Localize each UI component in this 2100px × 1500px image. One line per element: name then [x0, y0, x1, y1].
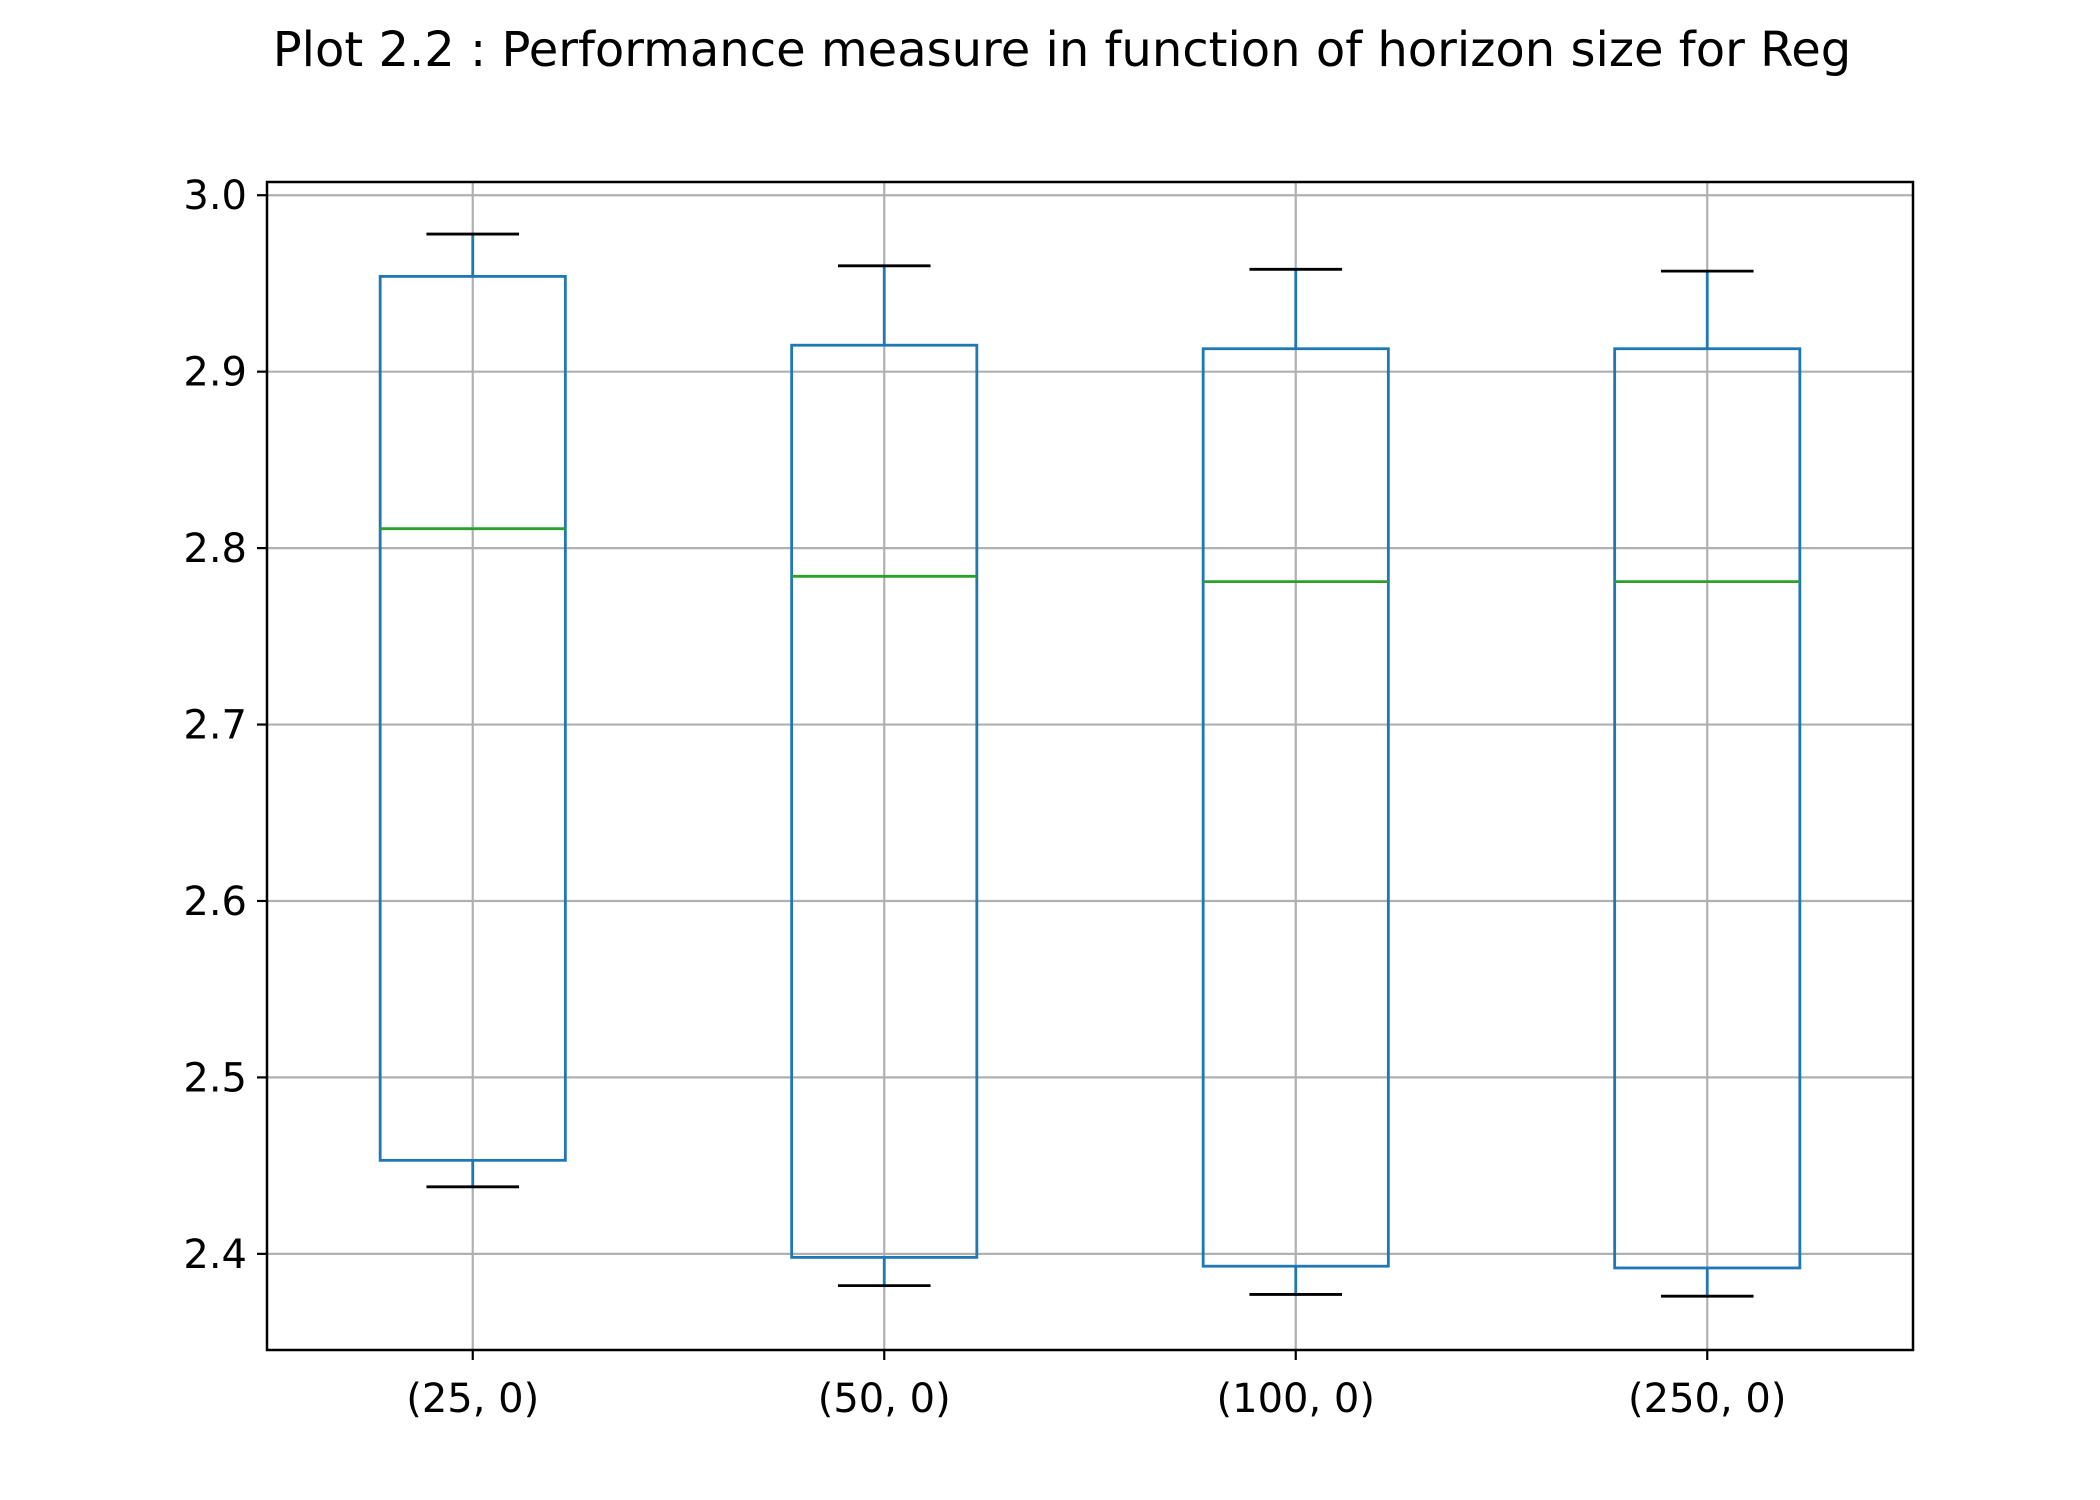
y-tick-label: 3.0: [183, 173, 247, 219]
box-series: [378, 232, 1802, 1298]
box-iqr: [790, 343, 979, 1259]
axis-ticks: 2.4 2.5 2.6 2.7 2.8 2.9 3.0 (25, 0) (50, 0) (100,…: [183, 173, 1786, 1422]
box-iqr: [1201, 347, 1390, 1268]
box-iqr: [378, 274, 567, 1162]
y-tick-label: 2.8: [183, 526, 247, 572]
x-tick-label: (100, 0): [1217, 1376, 1375, 1422]
box-iqr: [1613, 347, 1802, 1270]
x-tick-label: (50, 0): [818, 1376, 951, 1422]
y-tick-label: 2.5: [183, 1055, 247, 1101]
y-tick-label: 2.6: [183, 879, 247, 925]
grid-lines: [267, 182, 1913, 1350]
plot-area-frame: [265, 180, 1915, 1352]
x-tick-label: (25, 0): [406, 1376, 539, 1422]
y-tick-label: 2.7: [183, 703, 247, 749]
chart-title: Plot 2.2 : Performance measure in functi…: [273, 22, 1852, 78]
x-tick-label: (250, 0): [1628, 1376, 1786, 1422]
y-tick-label: 2.9: [183, 350, 247, 396]
y-tick-label: 2.4: [183, 1232, 247, 1278]
